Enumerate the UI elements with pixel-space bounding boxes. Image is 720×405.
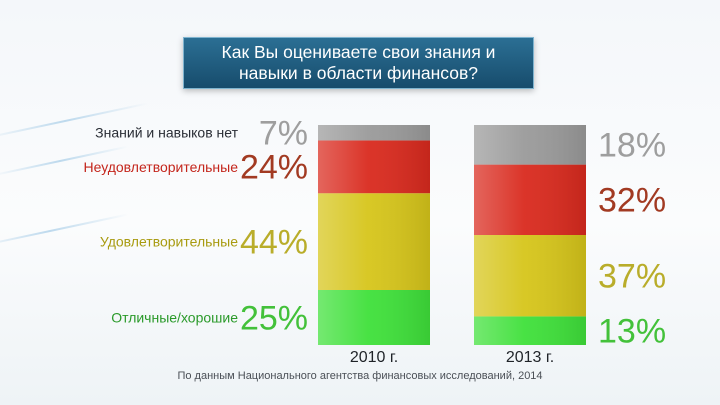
- data-label: 44%: [240, 224, 308, 262]
- data-label: 32%: [598, 182, 666, 220]
- series-label: Отличные/хорошие: [111, 310, 238, 326]
- category-label: 2013 г.: [506, 349, 554, 366]
- series-label: Неудовлетворительные: [83, 159, 238, 175]
- data-label: 7%: [259, 115, 308, 153]
- data-label: 18%: [598, 127, 666, 165]
- data-label: 24%: [240, 149, 308, 187]
- bar-segment-gloss: [318, 290, 430, 345]
- chart-title: Как Вы оцениваете свои знания и навыки в…: [183, 37, 534, 89]
- bar-segment-gloss: [474, 125, 586, 165]
- data-label: 37%: [598, 258, 666, 296]
- data-label: 25%: [240, 299, 308, 337]
- category-label: 2010 г.: [350, 349, 398, 366]
- bar-segment-gloss: [474, 316, 586, 345]
- bar-segment-gloss: [474, 235, 586, 317]
- bar-segment-gloss: [318, 125, 430, 141]
- series-label: Удовлетворительные: [100, 234, 238, 250]
- bar-segment-gloss: [318, 193, 430, 290]
- data-label: 13%: [598, 313, 666, 351]
- bar-segment-gloss: [318, 140, 430, 194]
- series-label: Знаний и навыков нет: [95, 125, 238, 141]
- bar-segment-gloss: [474, 164, 586, 235]
- source-note: По данным Национального агентства финанс…: [177, 370, 543, 382]
